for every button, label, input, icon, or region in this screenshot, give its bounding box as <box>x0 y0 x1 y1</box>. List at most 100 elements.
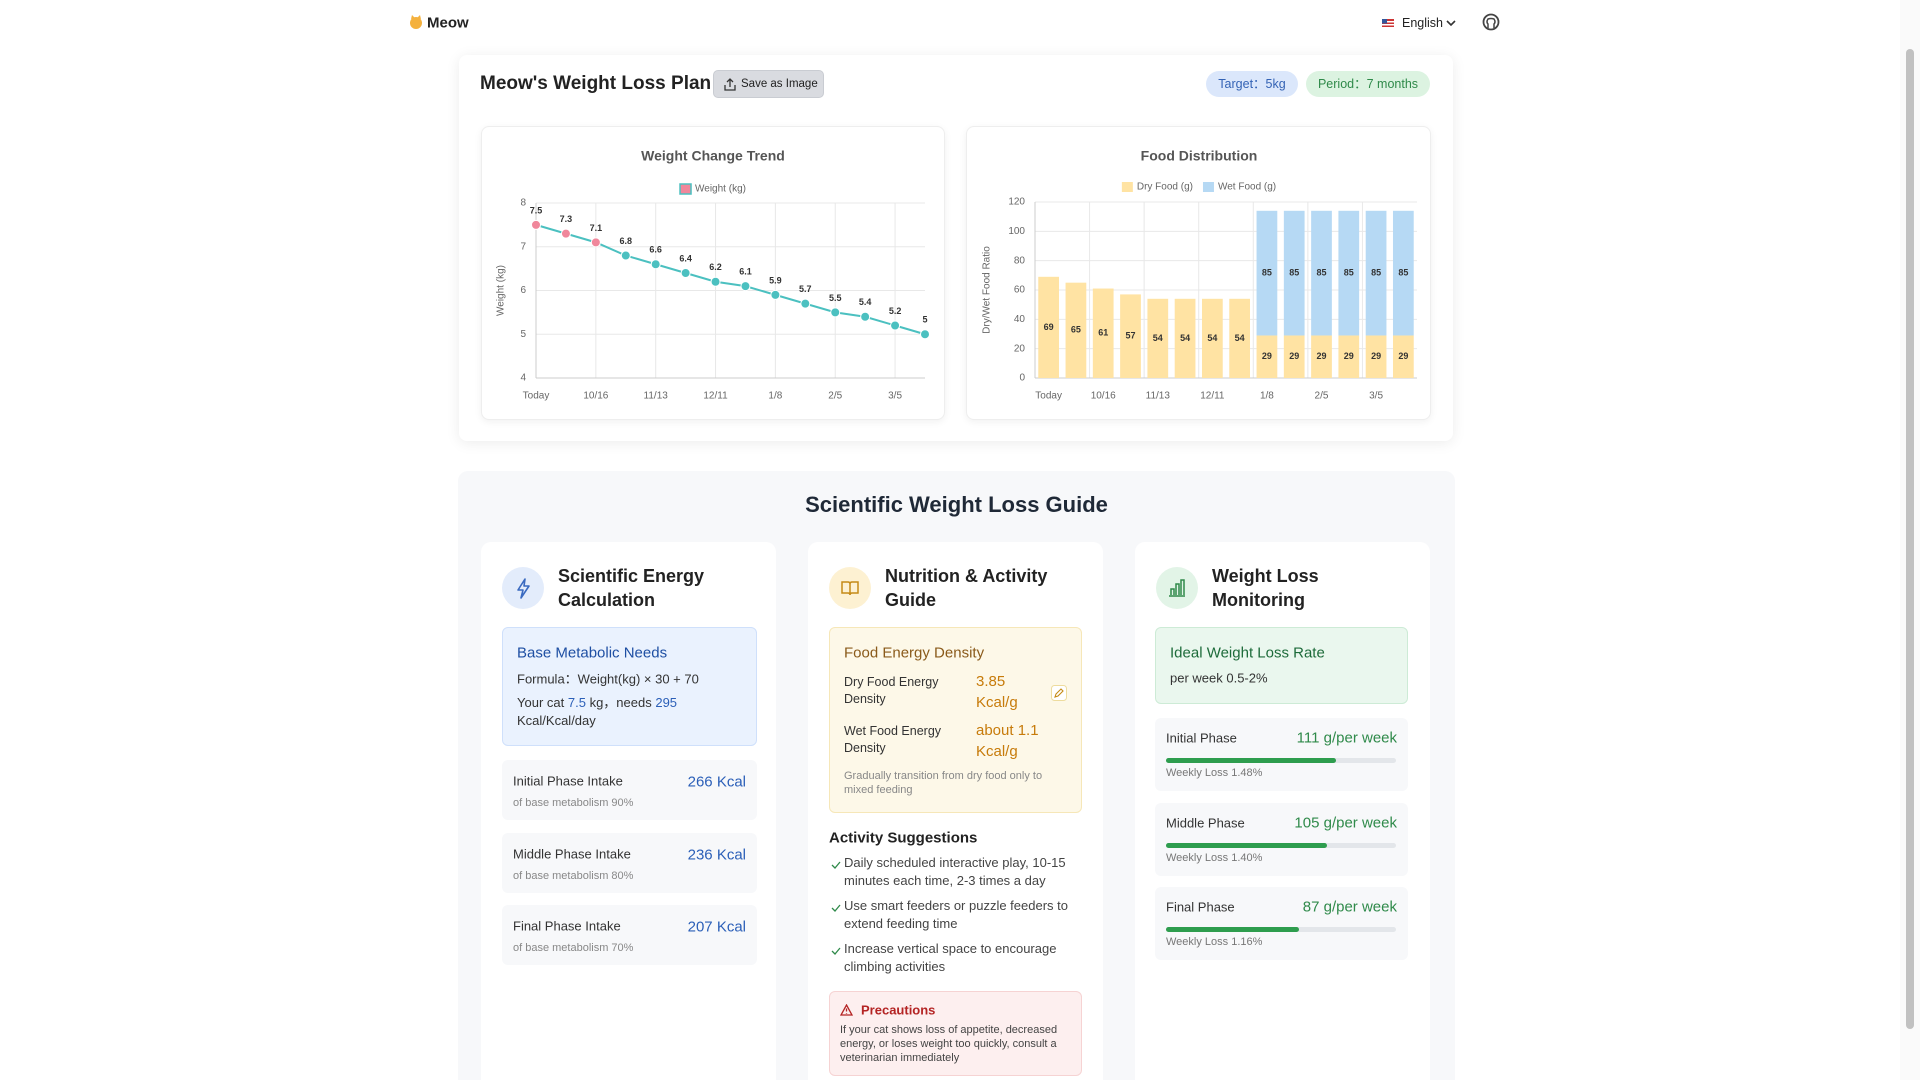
data-label: 6.2 <box>709 262 722 272</box>
data-label: 5.9 <box>769 275 782 285</box>
formula: Formula：Weight(kg) × 30 + 70 <box>517 671 699 687</box>
bar-segment <box>1283 210 1305 336</box>
data-label: 6.6 <box>649 245 662 255</box>
upload-icon <box>724 78 736 91</box>
bar-segment <box>1092 288 1114 378</box>
activity-item: Daily scheduled interactive play, 10-15 … <box>844 855 1066 888</box>
bar-segment <box>1338 335 1360 378</box>
precautions-text: If your cat shows loss of appetite, decr… <box>840 1024 1058 1064</box>
wet-value: about 1.1 Kcal/g <box>976 722 1039 760</box>
activity-item: Increase vertical space to encourage cli… <box>844 941 1057 974</box>
x-tick-label: 10/16 <box>1091 391 1116 402</box>
y-tick-label: 100 <box>1008 226 1025 237</box>
point <box>620 250 631 261</box>
data-label: 6.4 <box>679 253 692 263</box>
edit-button[interactable] <box>1051 685 1067 701</box>
intake-value: 266 Kcal <box>687 773 746 791</box>
dry-label: Dry Food Energy Density <box>844 675 939 706</box>
x-tick-label: Today <box>523 391 550 402</box>
intake-name: Middle Phase Intake <box>513 846 631 861</box>
brand-name[interactable]: Meow <box>427 14 469 32</box>
chevron-icon <box>1446 20 1456 27</box>
bar-segment <box>1038 276 1060 378</box>
intake-note: of base metabolism 90% <box>513 797 634 809</box>
bar-segment <box>1120 294 1141 378</box>
y-tick-label: 60 <box>1014 285 1026 296</box>
y-tick-label: 4 <box>520 373 526 384</box>
y-tick-label: 0 <box>1019 373 1025 384</box>
bar-segment <box>1256 210 1278 336</box>
y-tick-label: 6 <box>520 285 526 296</box>
data-label: 29 <box>1289 351 1299 361</box>
phase-rate: Weekly Loss 1.48% <box>1166 767 1263 779</box>
intake-note: of base metabolism 70% <box>513 942 634 954</box>
y-tick-label: 7 <box>520 241 526 252</box>
legend-swatch <box>1202 182 1214 192</box>
x-tick-label: 12/11 <box>1200 391 1225 402</box>
check-icon <box>831 857 841 869</box>
ideal-title: Ideal Weight Loss Rate <box>1170 644 1325 662</box>
precautions-box: Precautions If your cat shows loss of ap… <box>829 991 1082 1076</box>
point <box>560 228 571 239</box>
bar-segment <box>1392 335 1414 378</box>
weight: 7.5 <box>567 695 586 710</box>
phase-value: 111 g/per week <box>1296 729 1397 747</box>
y-tick-label: 8 <box>520 198 526 209</box>
data-label: 7.5 <box>530 205 543 215</box>
intake-row: Final Phase Intake 207 Kcal of base metabo… <box>502 905 757 965</box>
data-label: 6.1 <box>739 267 752 277</box>
phase-value: 105 g/per week <box>1294 814 1397 831</box>
point <box>890 320 901 331</box>
x-tick-label: 3/5 <box>888 391 902 402</box>
data-label: 85 <box>1316 268 1326 278</box>
phase-rate: Weekly Loss 1.16% <box>1166 936 1263 948</box>
data-label: 5.2 <box>889 306 902 316</box>
point <box>531 219 541 230</box>
progress-fill <box>1166 927 1300 932</box>
intake-row: Initial Phase Intake 266 Kcal of base meta… <box>502 760 757 820</box>
save-button-label: Save as Image <box>741 78 818 90</box>
bar-segment <box>1392 210 1414 336</box>
nutrition-icon <box>829 567 871 609</box>
y-axis-label: Weight (kg) <box>496 265 507 316</box>
density-title: Food Energy Density <box>844 644 985 662</box>
legend-label: Weight (kg) <box>695 184 746 195</box>
intake-value: 236 Kcal <box>687 846 746 863</box>
y-tick-label: 5 <box>520 329 526 340</box>
language-selector[interactable]: English <box>1380 12 1460 34</box>
bar-segment <box>1338 210 1360 336</box>
point <box>650 259 661 270</box>
data-label: 5 <box>922 315 927 325</box>
data-label: 85 <box>1344 268 1354 278</box>
legend-swatch <box>1121 182 1133 192</box>
phase-rate: Weekly Loss 1.40% <box>1166 851 1263 864</box>
x-tick-label: 2/5 <box>828 391 842 402</box>
language-label: English <box>1402 16 1443 30</box>
data-label: 29 <box>1398 351 1408 361</box>
needs: 295 <box>655 695 678 710</box>
point <box>770 289 781 300</box>
github-icon[interactable] <box>1482 13 1500 31</box>
bar-segment <box>1201 298 1223 378</box>
bar-segment <box>1256 335 1278 378</box>
data-label: 7.3 <box>560 214 573 224</box>
text: Kcal/Kcal/day <box>517 713 596 728</box>
intake-value: 207 Kcal <box>687 918 746 936</box>
period-badge: Period：7 months <box>1306 71 1430 97</box>
check-icon <box>831 943 841 955</box>
intake-row: Middle Phase Intake 236 Kcal of base metab… <box>502 832 757 893</box>
point <box>740 281 751 292</box>
line <box>535 223 926 336</box>
energy-icon <box>502 567 544 609</box>
phase-name: Initial Phase <box>1166 730 1237 746</box>
save-button[interactable]: Save as Image <box>713 70 824 98</box>
data-label: 29 <box>1344 351 1354 361</box>
scrollbar-thumb[interactable] <box>1906 49 1914 1029</box>
brand-icon <box>410 15 422 29</box>
ideal-text: per week 0.5-2% <box>1170 670 1268 686</box>
intake-name: Final Phase Intake <box>513 918 621 934</box>
x-tick-label: 10/16 <box>583 391 608 402</box>
data-label: 61 <box>1098 328 1108 338</box>
